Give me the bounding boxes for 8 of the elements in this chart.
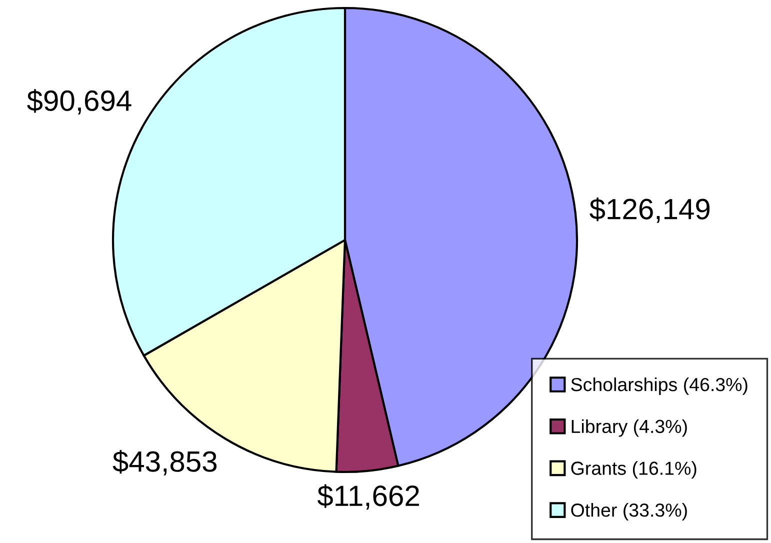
legend-label: Scholarships (46.3%) — [571, 377, 748, 395]
legend-label: Other (33.3%) — [571, 503, 687, 520]
legend-label: Library (4.3%) — [572, 419, 687, 437]
data-label: $43,853 — [112, 450, 217, 476]
data-label: $90,694 — [27, 89, 132, 114]
data-label: $11,662 — [317, 484, 419, 510]
legend-label: Grants (16.1%) — [571, 461, 696, 479]
data-label: $126,149 — [590, 198, 710, 223]
